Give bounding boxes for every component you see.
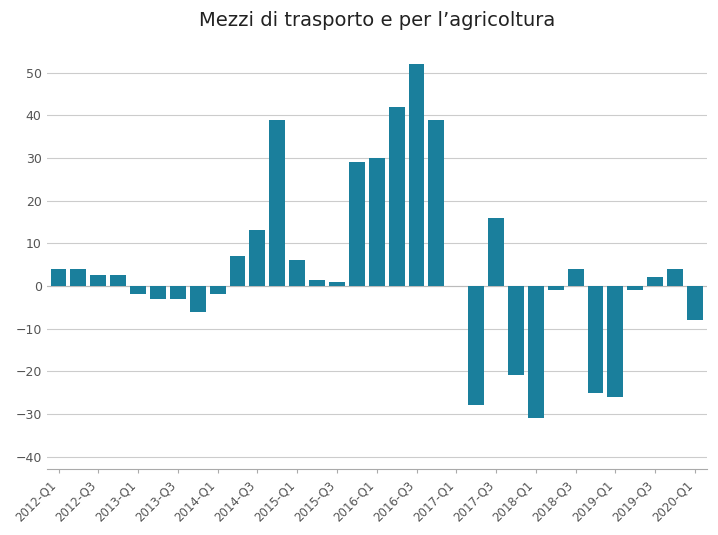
Bar: [508, 286, 524, 376]
Bar: [90, 275, 106, 286]
Bar: [190, 286, 205, 311]
Bar: [289, 261, 305, 286]
Bar: [429, 119, 444, 286]
Bar: [409, 64, 424, 286]
Bar: [70, 269, 86, 286]
Bar: [349, 162, 365, 286]
Bar: [329, 281, 345, 286]
Bar: [210, 286, 225, 294]
Bar: [568, 269, 584, 286]
Bar: [587, 286, 603, 393]
Title: Mezzi di trasporto e per l’agricoltura: Mezzi di trasporto e per l’agricoltura: [199, 11, 555, 30]
Bar: [50, 269, 67, 286]
Bar: [249, 231, 266, 286]
Bar: [170, 286, 186, 299]
Bar: [647, 277, 663, 286]
Bar: [309, 279, 325, 286]
Bar: [111, 275, 126, 286]
Bar: [269, 119, 285, 286]
Bar: [607, 286, 623, 397]
Bar: [488, 218, 504, 286]
Bar: [468, 286, 484, 406]
Bar: [230, 256, 246, 286]
Bar: [388, 107, 404, 286]
Bar: [548, 286, 564, 290]
Bar: [687, 286, 703, 320]
Bar: [369, 158, 385, 286]
Bar: [130, 286, 146, 294]
Bar: [528, 286, 544, 418]
Bar: [150, 286, 166, 299]
Bar: [667, 269, 683, 286]
Bar: [628, 286, 643, 290]
